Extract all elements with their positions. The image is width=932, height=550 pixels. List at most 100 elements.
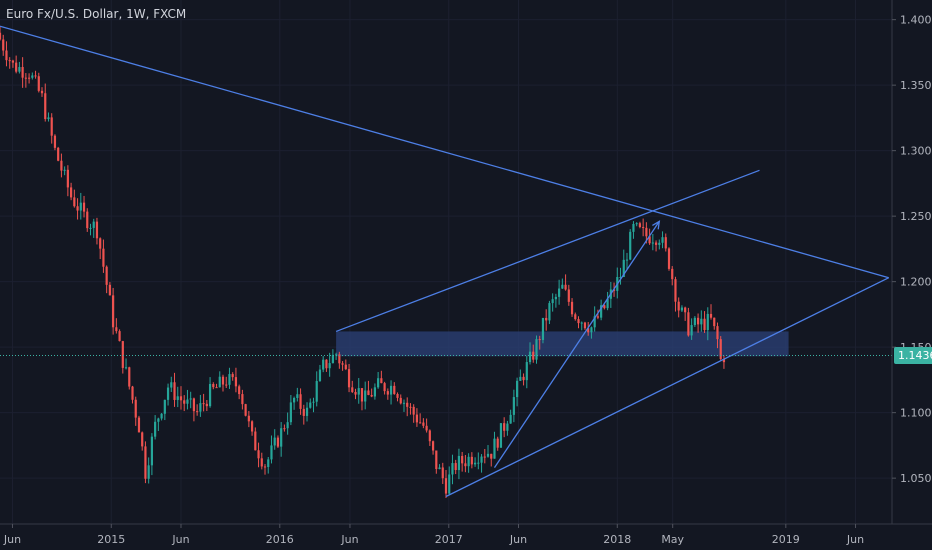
candle-body	[338, 354, 341, 364]
candle-body	[590, 327, 593, 333]
candle-body	[186, 399, 189, 404]
candle-body	[250, 421, 254, 432]
candle-body	[373, 387, 376, 397]
candle-body	[677, 301, 680, 311]
candle-body	[622, 259, 625, 277]
candle-body	[645, 227, 648, 237]
candle-body	[383, 383, 386, 392]
candle-body	[431, 441, 435, 451]
candle-body	[548, 303, 551, 321]
candle-body	[309, 402, 312, 408]
candle-body	[370, 394, 373, 397]
candle-body	[296, 394, 299, 398]
candle-body	[441, 467, 444, 479]
price-tick-label: 1.05000	[900, 472, 932, 485]
candle-body	[173, 382, 176, 400]
candle-body	[131, 386, 134, 400]
candle-body	[196, 411, 199, 413]
candle-body	[638, 223, 642, 228]
last-price-label: 1.14362	[894, 346, 932, 364]
price-tick-label: 1.30000	[900, 145, 932, 158]
candle-body	[31, 75, 34, 78]
candle-body	[102, 248, 105, 267]
price-tick-label: 1.20000	[900, 276, 932, 289]
candle-body	[344, 364, 347, 370]
candle-body	[406, 402, 409, 407]
candle-body	[483, 456, 486, 458]
candle-body	[302, 408, 305, 416]
candle-body	[658, 242, 661, 245]
candle-body	[286, 422, 289, 429]
candle-body	[480, 456, 483, 463]
candle-body	[428, 430, 431, 442]
candle-body	[415, 414, 419, 423]
trendline	[445, 277, 890, 498]
candle-body	[15, 62, 18, 72]
candle-body	[570, 301, 574, 315]
candle-body	[435, 450, 438, 470]
time-axis[interactable]: Jun 2015 Jun 2016 Jun 2017 Jun 2018 May 2019 Jun	[3, 524, 864, 546]
candle-body	[318, 369, 322, 382]
candle-body	[118, 331, 121, 342]
candle-body	[53, 135, 57, 148]
candle-body	[532, 351, 535, 360]
candle-body	[63, 169, 66, 171]
candle-body	[503, 423, 506, 431]
candle-body	[389, 385, 393, 395]
candle-body	[99, 238, 102, 249]
candle-body	[674, 279, 677, 302]
candle-body	[8, 60, 11, 62]
candle-body	[95, 221, 99, 239]
candle-body	[154, 421, 157, 437]
candle-body	[477, 462, 480, 464]
candle-body	[522, 376, 525, 381]
candle-body	[551, 299, 554, 304]
candle-body	[493, 438, 496, 459]
candle-body	[496, 438, 499, 448]
candle-body	[315, 381, 318, 402]
candle-body	[399, 397, 402, 404]
candle-body	[221, 376, 225, 385]
candle-body	[509, 414, 512, 424]
trendlines	[0, 25, 892, 498]
candle-body	[402, 402, 406, 404]
candle-body	[260, 458, 263, 467]
candle-body	[228, 374, 231, 385]
candle-body	[331, 354, 334, 364]
candle-body	[335, 354, 338, 356]
candle-body	[5, 50, 8, 61]
candle-body	[312, 401, 315, 403]
chart-title: Euro Fx/U.S. Dollar, 1W, FXCM	[6, 7, 187, 21]
candle-body	[425, 425, 428, 431]
candle-body	[137, 417, 141, 433]
time-tick-label: 2017	[435, 533, 463, 546]
candle-body	[34, 75, 37, 77]
candle-body	[299, 394, 302, 409]
candle-body	[448, 474, 451, 494]
time-tick-label: Jun	[171, 533, 189, 546]
candle-body	[50, 117, 53, 136]
candle-body	[92, 221, 95, 228]
candle-body	[577, 319, 580, 324]
candle-body	[470, 456, 473, 465]
candle-body	[89, 227, 92, 229]
candle-body	[280, 428, 283, 447]
candle-body	[147, 465, 150, 479]
candle-body	[21, 67, 24, 78]
candle-body	[289, 402, 292, 423]
candle-body	[632, 224, 635, 232]
candle-body	[128, 367, 131, 387]
candle-body	[325, 359, 328, 369]
candle-body	[419, 422, 422, 424]
candle-body	[134, 399, 137, 418]
candle-body	[629, 231, 632, 260]
candle-body	[444, 478, 448, 494]
candle-body	[183, 400, 186, 404]
zone-layer	[336, 331, 789, 357]
candle-body	[179, 396, 183, 401]
candle-body	[244, 404, 247, 416]
candle-body	[454, 463, 457, 471]
candle-body	[603, 305, 606, 309]
candle-body	[693, 317, 696, 326]
candle-body	[564, 284, 567, 290]
